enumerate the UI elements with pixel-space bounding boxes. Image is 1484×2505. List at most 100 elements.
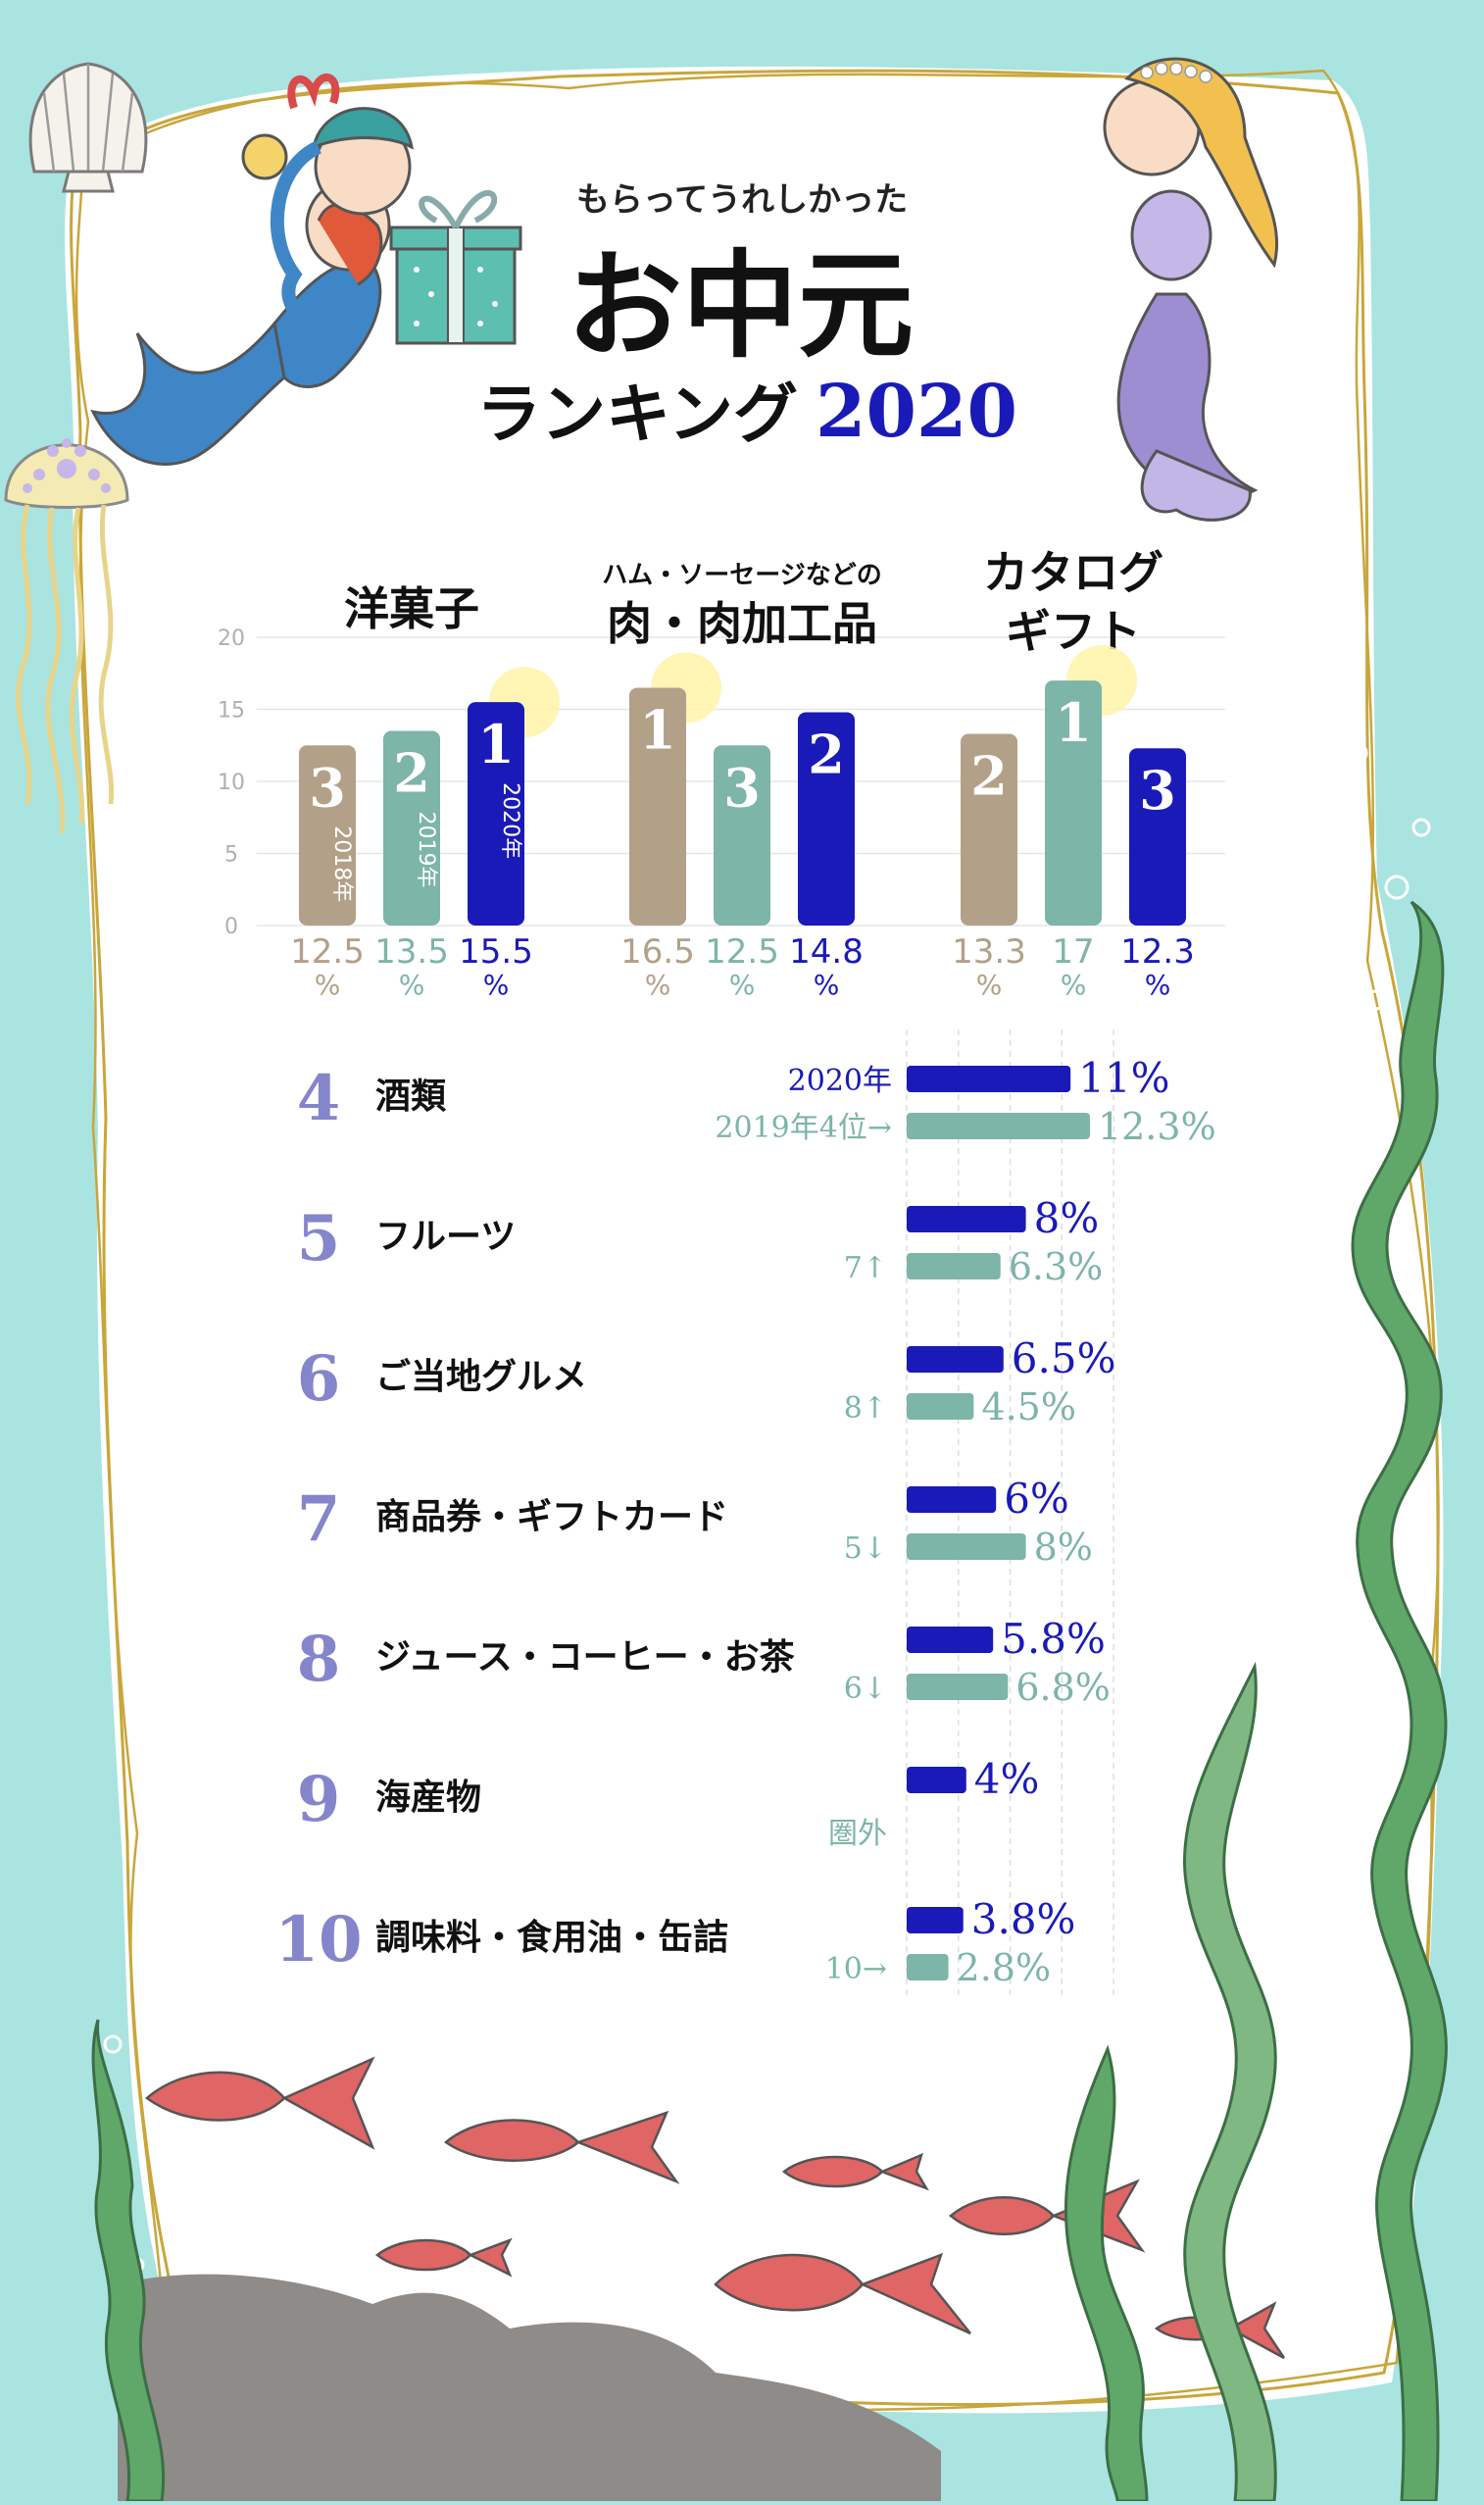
- y-tick-label: 10: [218, 771, 245, 795]
- rank-number: 2: [970, 744, 1008, 807]
- bar-2019: [907, 1533, 1026, 1560]
- item-name: ジュース・コーヒー・お茶: [375, 1637, 796, 1678]
- previous-rank: 10→: [825, 1952, 887, 1986]
- rank-number: 3: [723, 756, 761, 819]
- rank-number: 2: [393, 742, 430, 805]
- bar-2020: [907, 1486, 997, 1513]
- seashell-icon: [28, 62, 148, 193]
- bar-2019: [907, 1113, 1090, 1139]
- legend-2019: 2019年4位→: [715, 1111, 892, 1145]
- bar-2019: [907, 1393, 974, 1420]
- ranking-label: ランキング: [476, 376, 798, 452]
- rock-illustration: [118, 2274, 941, 2501]
- bar: [1129, 748, 1186, 926]
- value-label-2019: 2.8%: [957, 1946, 1052, 1989]
- rank-number: 8: [297, 1623, 341, 1696]
- bar: [468, 702, 524, 926]
- value-label-2019: 4.5%: [981, 1385, 1076, 1428]
- ranking-year: 2020: [816, 370, 1017, 454]
- value-label: 12.5: [290, 932, 365, 972]
- bar: [299, 745, 356, 926]
- rank-number: 9: [297, 1763, 341, 1836]
- year-label: 2018年: [329, 826, 354, 902]
- item-name: ご当地グルメ: [375, 1357, 587, 1397]
- rank-row: 7 商品券・ギフトカード 6%8% 5↓: [297, 1475, 1093, 1569]
- rank-number: 1: [639, 698, 676, 761]
- legend-2020: 2020年: [788, 1064, 892, 1098]
- y-tick-label: 15: [218, 699, 245, 724]
- value-label-2019: 12.3%: [1098, 1105, 1216, 1148]
- mermaid-right-illustration: [1103, 57, 1279, 522]
- value-label: 15.5: [459, 932, 533, 972]
- value-label-2019: 8%: [1034, 1526, 1093, 1569]
- bar: [961, 733, 1017, 926]
- y-axis-ticks: 20 15 10 5 0: [218, 626, 245, 939]
- bar: [1045, 680, 1102, 926]
- value-label: 14.8: [789, 932, 864, 972]
- value-unit: %: [645, 969, 671, 1001]
- value-label-2020: 4%: [974, 1755, 1040, 1803]
- rank-number: 7: [297, 1482, 341, 1556]
- bar-2019: [907, 1674, 1009, 1700]
- category-label-line2: ギフト: [1006, 605, 1141, 658]
- decorations: [4, 57, 1448, 2503]
- y-tick-label: 5: [224, 843, 238, 868]
- previous-rank: 6↓: [844, 1672, 887, 1706]
- gift-box-icon: [389, 190, 522, 345]
- value-unit: %: [1145, 969, 1171, 1001]
- item-name: フルーツ: [375, 1217, 516, 1257]
- subtitle: もらってうれしかった: [576, 180, 908, 220]
- value-label-2020: 11%: [1078, 1054, 1169, 1102]
- category-sublabel: ハム・ソーセージなどの: [602, 561, 881, 590]
- bar-2020: [907, 1907, 964, 1933]
- page-title: お中元: [567, 238, 914, 374]
- value-label-2020: 8%: [1034, 1194, 1100, 1242]
- item-name: 商品券・ギフトカード: [375, 1497, 728, 1537]
- fish-icon: [443, 2110, 680, 2184]
- item-name: 海産物: [375, 1778, 481, 1818]
- jellyfish-icon: [4, 438, 129, 834]
- year-label: 2020年: [498, 782, 522, 859]
- fish-icon: [714, 2252, 971, 2335]
- bar-2019: [907, 1954, 949, 1980]
- value-label-2020: 6%: [1004, 1475, 1069, 1523]
- rank-row: 6 ご当地グルメ 6.5%4.5% 8↑: [297, 1334, 1116, 1428]
- rank-number: 1: [477, 713, 515, 776]
- value-label: 12.5: [705, 932, 779, 972]
- value-labels: 12.5%13.5%15.5%16.5%12.5%14.8%13.3%17%12…: [290, 932, 1195, 1001]
- rank-row: 5 フルーツ 8%6.3% 7↑: [297, 1194, 1104, 1288]
- header: もらってうれしかった お中元 ランキング 2020: [476, 180, 1017, 454]
- value-label: 17: [1052, 932, 1094, 972]
- previous-rank: 7↑: [844, 1251, 887, 1285]
- bubbles: [103, 115, 1431, 2284]
- category-label: 肉・肉加工品: [607, 597, 877, 650]
- value-label: 16.5: [620, 932, 695, 972]
- fish-icon: [781, 2152, 929, 2191]
- rank-number: 5: [297, 1202, 341, 1276]
- value-unit: %: [399, 969, 425, 1001]
- bar: [798, 712, 855, 926]
- rank-row: 8 ジュース・コーヒー・お茶 5.8%6.8% 6↓: [297, 1615, 1111, 1709]
- rank-number: 10: [274, 1903, 362, 1977]
- value-label-2020: 5.8%: [1001, 1615, 1106, 1663]
- value-label-2019: 6.8%: [1015, 1666, 1111, 1709]
- rank-number: 3: [1139, 759, 1176, 822]
- rank-row: 10 調味料・食用油・缶詰 3.8%2.8% 10→: [274, 1895, 1075, 1989]
- fish-icon: [949, 2179, 1146, 2253]
- previous-rank: 8↑: [844, 1391, 887, 1426]
- gold-border-1: [70, 69, 1440, 2407]
- bar-2020: [907, 1346, 1004, 1373]
- bar-2020: [907, 1627, 994, 1653]
- bar-2020: [907, 1767, 966, 1793]
- value-label: 13.3: [952, 932, 1026, 972]
- bar-2020: [907, 1066, 1071, 1092]
- value-label: 12.3: [1120, 932, 1195, 972]
- value-unit: %: [1061, 969, 1087, 1001]
- bar: [714, 745, 770, 926]
- value-label-2020: 6.5%: [1012, 1334, 1116, 1382]
- category-label: 洋菓子: [344, 582, 479, 635]
- rank-number: 3: [309, 756, 346, 819]
